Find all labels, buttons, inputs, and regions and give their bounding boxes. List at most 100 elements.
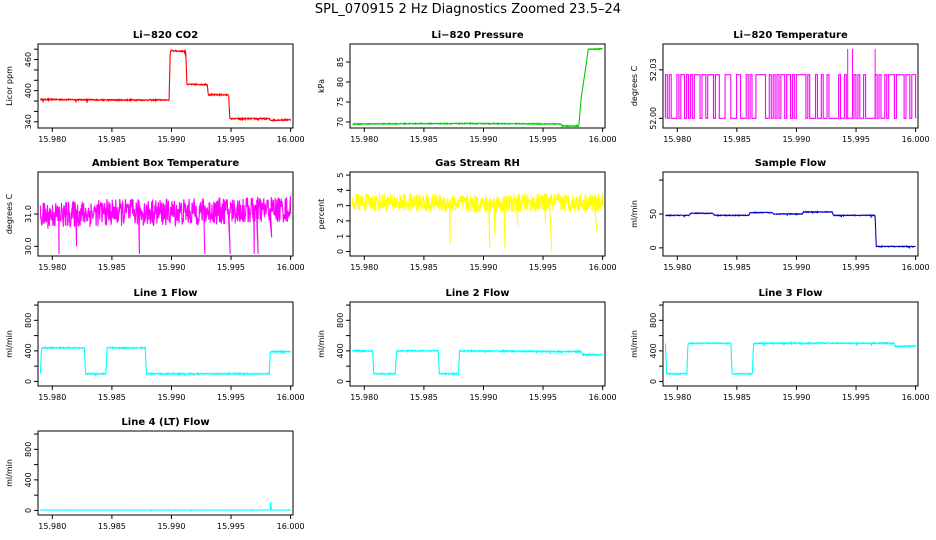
y-tick-label: 400 — [24, 343, 33, 358]
x-tick-label: 15.980 — [663, 393, 691, 402]
y-tick-label: 85 — [336, 57, 345, 67]
y-axis-label: Licor ppm — [5, 66, 14, 106]
panel-title: Li−820 Temperature — [733, 30, 848, 41]
panel-3: Li−820 Temperature degrees C 52.00 52.03 15.… — [630, 30, 930, 144]
x-tick-label: 15.990 — [469, 263, 497, 272]
y-tick-label: 400 — [336, 343, 345, 358]
series-line — [664, 74, 917, 119]
x-tick-label: 15.980 — [38, 522, 66, 531]
x-tick-label: 15.980 — [38, 263, 66, 272]
x-tick-label: 15.995 — [529, 393, 557, 402]
x-tick-label: 16.000 — [902, 135, 930, 144]
panel-title: Line 3 Flow — [759, 288, 823, 299]
panel-title: Line 4 (LT) Flow — [121, 417, 209, 428]
y-tick-label: 340 — [24, 114, 33, 129]
panel-title: Line 1 Flow — [134, 288, 198, 299]
panel-2: Li−820 Pressure kPa 70 75 80 85 15.980 15.985 15… — [317, 30, 617, 144]
panel-title: Line 2 Flow — [446, 288, 510, 299]
x-tick-label: 15.995 — [529, 263, 557, 272]
x-tick-label: 15.980 — [38, 135, 66, 144]
series-line — [351, 348, 603, 376]
x-tick-label: 16.000 — [902, 263, 930, 272]
x-tick-label: 15.980 — [38, 393, 66, 402]
x-tick-label: 15.990 — [782, 393, 810, 402]
x-tick-label: 15.995 — [842, 393, 870, 402]
plot-frame — [349, 171, 606, 257]
main-title: SPL_070915 2 Hz Diagnostics Zoomed 23.5–… — [314, 2, 622, 17]
y-axis-label: ml/min — [630, 200, 639, 228]
y-tick-label: 800 — [649, 313, 658, 328]
y-tick-label: 0 — [649, 245, 658, 250]
x-tick-label: 15.990 — [469, 135, 497, 144]
x-tick-label: 15.995 — [217, 522, 245, 531]
series-line — [351, 192, 604, 252]
x-tick-label: 15.985 — [410, 135, 438, 144]
y-tick-label: 1 — [336, 234, 345, 239]
panel-9: Line 3 Flow ml/min 0 400 800 15.980 15.985 15.9… — [630, 288, 930, 402]
y-axis-label: ml/min — [317, 330, 326, 358]
x-tick-label: 15.985 — [98, 522, 126, 531]
x-tick-label: 15.985 — [723, 263, 751, 272]
y-axis-label: ml/min — [5, 459, 14, 487]
y-tick-label: 0 — [336, 379, 345, 384]
panel-8: Line 2 Flow ml/min 0 400 800 15.980 15.985 15.9… — [317, 288, 617, 402]
x-tick-label: 15.980 — [663, 263, 691, 272]
y-tick-label: 0 — [649, 379, 658, 384]
y-axis-label: degrees C — [5, 193, 14, 234]
y-axis-label: ml/min — [630, 330, 639, 358]
x-tick-label: 16.000 — [277, 393, 305, 402]
y-axis-label: degrees C — [630, 65, 639, 106]
x-tick-label: 15.990 — [157, 263, 185, 272]
y-tick-label: 30.0 — [24, 237, 33, 255]
y-tick-label: 400 — [24, 472, 33, 487]
x-tick-label: 16.000 — [589, 135, 617, 144]
x-tick-label: 15.990 — [782, 135, 810, 144]
y-tick-label: 0 — [24, 379, 33, 384]
x-tick-label: 15.985 — [98, 263, 126, 272]
x-tick-label: 15.990 — [157, 135, 185, 144]
x-tick-label: 15.985 — [410, 263, 438, 272]
x-tick-label: 15.995 — [217, 393, 245, 402]
x-tick-label: 15.985 — [98, 135, 126, 144]
x-tick-label: 15.985 — [410, 393, 438, 402]
plot-frame — [662, 43, 919, 129]
x-tick-label: 15.980 — [350, 135, 378, 144]
series-line — [352, 47, 603, 128]
x-tick-label: 15.980 — [663, 135, 691, 144]
y-tick-label: 400 — [649, 343, 658, 358]
y-tick-label: 0 — [336, 249, 345, 254]
y-tick-label: 50 — [649, 209, 658, 219]
plot-frame — [37, 43, 294, 129]
panel-title: Sample Flow — [755, 158, 827, 169]
panel-title: Li−820 Pressure — [431, 30, 524, 41]
plot-frame — [37, 430, 294, 516]
plot-frame — [662, 301, 919, 387]
x-tick-label: 16.000 — [277, 135, 305, 144]
series-line — [39, 345, 291, 377]
panel-7: Line 1 Flow ml/min 0 400 800 15.980 15.985 15.9… — [5, 288, 305, 402]
plot-frame — [37, 301, 294, 387]
panel-10: Line 4 (LT) Flow ml/min 0 400 800 15.980 15.98… — [5, 417, 305, 531]
y-tick-label: 0 — [24, 508, 33, 513]
panel-4: Ambient Box Temperature degrees C 30.0 31.0… — [5, 158, 305, 272]
x-tick-label: 15.990 — [469, 393, 497, 402]
x-tick-label: 15.990 — [157, 522, 185, 531]
series-line — [665, 210, 916, 249]
panel-title: Ambient Box Temperature — [92, 158, 239, 169]
y-tick-label: 3 — [336, 203, 345, 208]
y-tick-label: 460 — [24, 52, 33, 67]
panel-title: Gas Stream RH — [435, 158, 520, 169]
y-tick-label: 52.00 — [649, 107, 658, 130]
panel-6: Sample Flow ml/min 0 50 15.980 15.985 15.990 15… — [630, 158, 930, 272]
x-tick-label: 15.995 — [842, 135, 870, 144]
y-tick-label: 80 — [336, 77, 345, 87]
x-tick-label: 15.990 — [157, 393, 185, 402]
y-tick-label: 31.0 — [24, 205, 33, 223]
panel-5: Gas Stream RH percent 0 1 2 3 4 5 15.980 15.985 15… — [317, 158, 617, 272]
y-tick-label: 70 — [336, 117, 345, 127]
x-tick-label: 15.990 — [782, 263, 810, 272]
plot-frame — [349, 301, 606, 387]
y-tick-label: 400 — [24, 83, 33, 98]
x-tick-label: 15.995 — [217, 263, 245, 272]
